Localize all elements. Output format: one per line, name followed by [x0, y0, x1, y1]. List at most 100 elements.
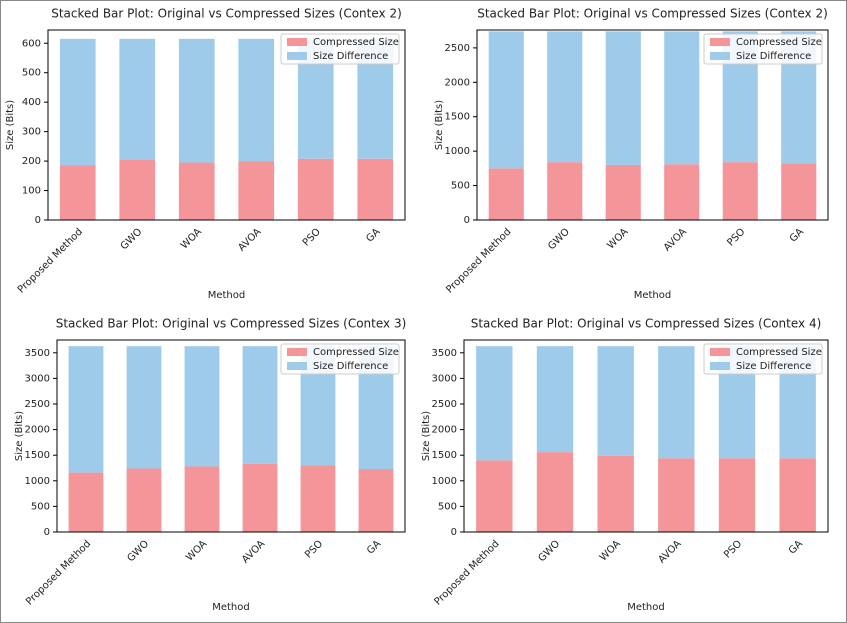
- bar-segment: [718, 458, 756, 532]
- y-tick-label: 1500: [432, 450, 457, 461]
- bar-segment: [300, 465, 336, 532]
- legend-swatch: [710, 348, 730, 356]
- legend-swatch: [710, 362, 730, 370]
- y-tick-label: 2500: [445, 43, 470, 54]
- y-axis-label: Size (Bits): [14, 411, 25, 461]
- y-tick-label: 500: [451, 181, 470, 192]
- bar-segment: [297, 158, 334, 220]
- legend-box: [703, 33, 823, 65]
- bar-segment: [476, 460, 513, 532]
- chart-title: Stacked Bar Plot: Original vs Compressed…: [471, 317, 822, 331]
- bar-segment: [68, 346, 104, 473]
- y-tick-label: 1500: [445, 112, 470, 123]
- plot-frame: [47, 29, 406, 221]
- bar-segment: [178, 162, 215, 220]
- bar-segment: [664, 31, 700, 165]
- y-tick-label: 3000: [25, 373, 50, 384]
- bar-segment: [238, 38, 275, 162]
- bar-segment: [357, 158, 394, 220]
- bar-segment: [126, 468, 162, 532]
- bar-segment: [59, 165, 96, 220]
- bar-segment: [476, 346, 513, 461]
- plot-frame: [463, 339, 829, 533]
- legend-swatch: [710, 38, 730, 46]
- bar-segment: [119, 159, 156, 220]
- y-tick-label: 2000: [25, 425, 50, 436]
- legend-label: Size Difference: [313, 361, 388, 372]
- plot-frame: [56, 339, 406, 533]
- bar-segment: [605, 31, 641, 165]
- y-tick-label: 1500: [25, 450, 50, 461]
- legend-swatch: [287, 52, 307, 60]
- chart-title: Stacked Bar Plot: Original vs Compressed…: [477, 7, 828, 21]
- bar-segment: [178, 38, 215, 163]
- legend-label: Size Difference: [736, 51, 811, 62]
- bar-segment: [59, 38, 96, 166]
- y-tick-label: 0: [35, 215, 41, 226]
- y-tick-label: 100: [22, 186, 41, 197]
- legend-box: [280, 33, 400, 65]
- legend-label: Compressed Size: [313, 37, 399, 48]
- y-tick-label: 3000: [432, 373, 457, 384]
- bar-segment: [119, 38, 156, 160]
- legend-label: Size Difference: [736, 361, 811, 372]
- y-tick-label: 300: [22, 127, 41, 138]
- bar-segment: [597, 455, 634, 532]
- bar-segment: [722, 162, 758, 220]
- chart-title: Stacked Bar Plot: Original vs Compressed…: [56, 317, 407, 331]
- bar-segment: [536, 346, 574, 453]
- bar-segment: [664, 164, 700, 220]
- y-tick-label: 200: [22, 156, 41, 167]
- y-tick-label: 500: [31, 501, 50, 512]
- y-tick-label: 1000: [445, 146, 470, 157]
- bar-segment: [242, 346, 278, 464]
- legend-label: Size Difference: [313, 51, 388, 62]
- bar-segment: [184, 346, 220, 467]
- bar-segment: [547, 162, 583, 220]
- legend-label: Compressed Size: [736, 347, 822, 358]
- y-tick-label: 2500: [432, 399, 457, 410]
- legend-box: [703, 343, 823, 375]
- bar-segment: [126, 346, 162, 469]
- bar-segment: [781, 163, 817, 220]
- y-tick-label: 3500: [432, 348, 457, 359]
- legend-label: Compressed Size: [313, 347, 399, 358]
- bar-segment: [547, 31, 583, 163]
- y-tick-label: 1000: [25, 476, 50, 487]
- y-tick-label: 0: [451, 527, 457, 538]
- plot-frame: [476, 29, 829, 221]
- bar-segment: [536, 452, 574, 532]
- y-tick-label: 400: [22, 97, 41, 108]
- y-tick-label: 600: [22, 38, 41, 49]
- bar-segment: [488, 31, 524, 169]
- x-axis-label: Method: [634, 290, 672, 301]
- legend-box: [280, 343, 400, 375]
- y-tick-label: 500: [22, 68, 41, 79]
- y-tick-label: 0: [464, 215, 470, 226]
- bar-segment: [238, 161, 275, 220]
- x-axis-label: Method: [208, 290, 246, 301]
- legend-swatch: [287, 362, 307, 370]
- y-tick-label: 1000: [432, 476, 457, 487]
- chart-title: Stacked Bar Plot: Original vs Compressed…: [51, 7, 402, 21]
- legend-label: Compressed Size: [736, 37, 822, 48]
- bar-segment: [605, 164, 641, 220]
- y-tick-label: 0: [44, 527, 50, 538]
- bar-segment: [488, 168, 524, 220]
- bar-segment: [242, 463, 278, 532]
- x-axis-label: Method: [627, 602, 665, 613]
- bar-segment: [658, 346, 695, 459]
- bar-segment: [184, 466, 220, 532]
- legend-swatch: [287, 38, 307, 46]
- y-tick-label: 2000: [445, 77, 470, 88]
- y-tick-label: 500: [438, 501, 457, 512]
- y-axis-label: Size (Bits): [421, 411, 432, 461]
- y-tick-label: 2500: [25, 399, 50, 410]
- legend-swatch: [287, 348, 307, 356]
- bar-segment: [68, 472, 104, 532]
- y-axis-label: Size (Bits): [434, 100, 445, 150]
- x-axis-label: Method: [212, 602, 250, 613]
- legend-swatch: [710, 52, 730, 60]
- y-tick-label: 2000: [432, 425, 457, 436]
